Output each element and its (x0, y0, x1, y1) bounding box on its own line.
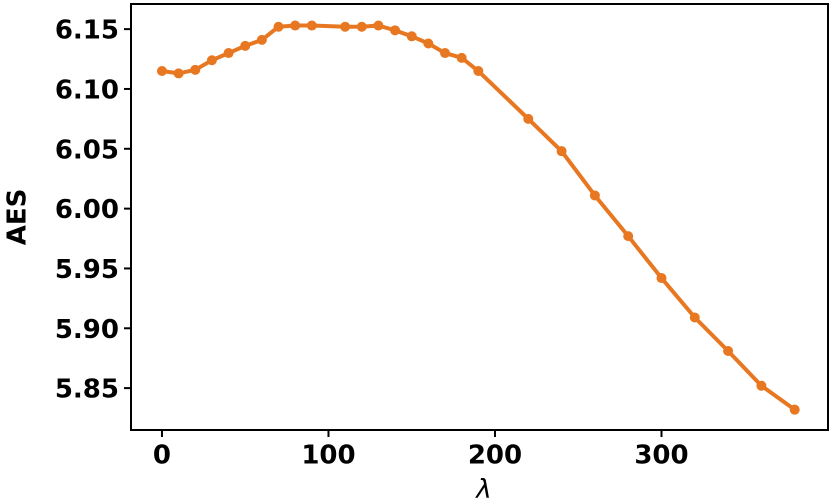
y-tick-label: 6.05 (55, 135, 119, 165)
data-point (473, 66, 484, 77)
data-point (689, 312, 700, 323)
data-point (373, 20, 384, 31)
data-point (756, 380, 767, 391)
data-point (256, 34, 267, 45)
x-tick-label: 300 (634, 441, 688, 471)
x-axis-label: λ (474, 475, 491, 503)
data-point (190, 64, 201, 75)
data-point (156, 66, 167, 77)
data-point (556, 146, 567, 157)
data-point (290, 20, 301, 31)
data-line (161, 23, 796, 412)
data-point (356, 21, 367, 32)
x-tick-label: 0 (153, 441, 171, 471)
y-tick-label: 6.10 (55, 75, 119, 105)
data-point (173, 68, 184, 79)
data-point (723, 346, 734, 357)
data-point (456, 52, 467, 63)
y-tick-label: 5.95 (55, 255, 119, 285)
data-point (789, 404, 800, 415)
plot-frame (130, 3, 829, 431)
data-point (623, 231, 634, 242)
data-point (223, 48, 234, 59)
data-point (340, 21, 351, 32)
data-point (589, 190, 600, 201)
y-tick-label: 6.15 (55, 16, 119, 46)
data-point (306, 20, 317, 31)
data-point (206, 55, 217, 66)
x-tick-label: 200 (468, 441, 522, 471)
data-point (240, 40, 251, 51)
data-point (390, 25, 401, 36)
data-point (523, 113, 534, 124)
data-point (656, 273, 667, 284)
x-tick-label: 100 (301, 441, 355, 471)
data-point (423, 38, 434, 49)
data-point (273, 21, 284, 32)
y-tick-label: 6.00 (55, 195, 119, 225)
y-tick-label: 5.90 (55, 315, 119, 345)
data-point (440, 48, 451, 59)
y-tick-label: 5.85 (55, 375, 119, 405)
y-axis-label: AES (3, 189, 33, 246)
data-point (406, 31, 417, 42)
